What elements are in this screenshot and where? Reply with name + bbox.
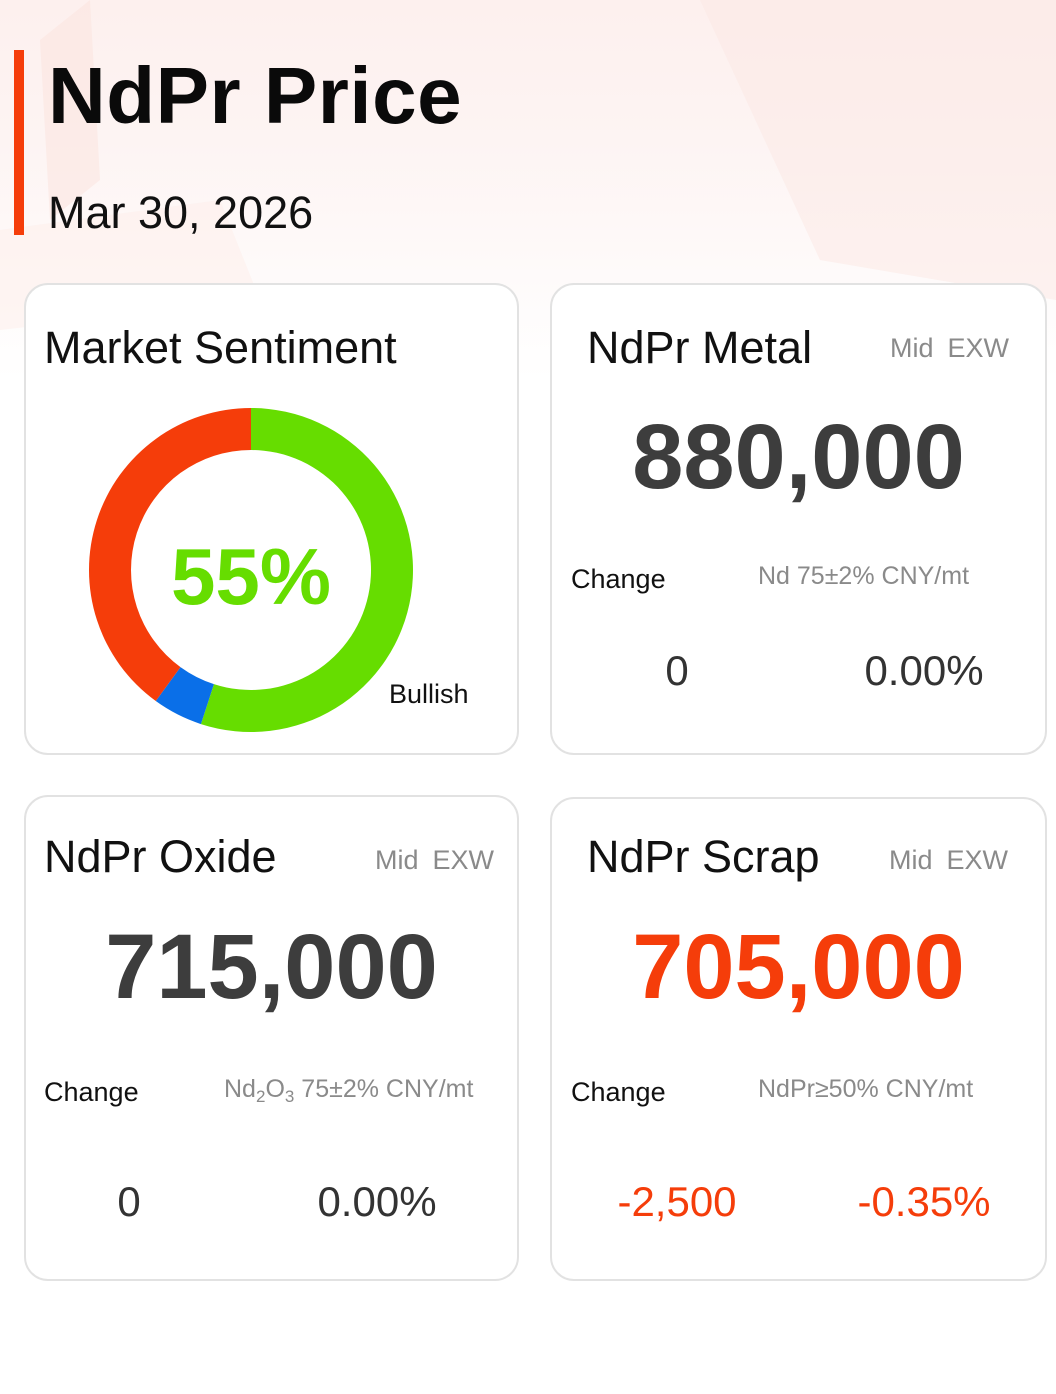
oxide-title: NdPr Oxide — [44, 831, 277, 882]
market-sentiment-card: Market Sentiment 55% Bullish — [24, 283, 519, 755]
metal-tags: Mid EXW — [890, 335, 1009, 362]
scrap-price: 705,000 — [632, 916, 965, 1018]
metal-change-label: Change — [571, 564, 666, 594]
title-accent-bar — [14, 50, 24, 235]
sentiment-label: Bullish — [389, 679, 469, 709]
donut-segment-bullish — [200, 408, 414, 732]
donut-segment-bearish — [88, 408, 252, 702]
oxide-tags: Mid EXW — [375, 847, 494, 874]
oxide-change-label: Change — [44, 1077, 139, 1107]
sentiment-percent: 55% — [170, 532, 332, 621]
metal-change-pct: 0.00% — [864, 647, 984, 694]
page-title: NdPr Price — [48, 51, 463, 140]
scrap-change-pct: -0.35% — [857, 1178, 991, 1225]
ndpr-scrap-card[interactable]: NdPr Scrap Mid EXW 705,000 Change NdPr≥50… — [550, 797, 1047, 1281]
metal-spec: Nd 75±2% CNY/mt — [758, 562, 970, 590]
metal-price: 880,000 — [632, 406, 965, 508]
metal-title: NdPr Metal — [587, 322, 813, 373]
exw-tag: EXW — [432, 845, 495, 875]
oxide-change-pct: 0.00% — [317, 1178, 437, 1225]
oxide-price: 715,000 — [105, 916, 438, 1018]
scrap-spec: NdPr≥50% CNY/mt — [758, 1075, 974, 1103]
exw-tag: EXW — [947, 333, 1010, 363]
metal-change-abs: 0 — [665, 647, 689, 694]
mid-tag: Mid — [889, 845, 933, 875]
page-date: Mar 30, 2026 — [48, 187, 314, 238]
scrap-title: NdPr Scrap — [587, 831, 820, 882]
mid-tag: Mid — [890, 333, 934, 363]
ndpr-metal-card[interactable]: NdPr Metal Mid EXW 880,000 Change Nd 75±2… — [550, 283, 1047, 755]
oxide-change-abs: 0 — [117, 1178, 141, 1225]
ndpr-oxide-card[interactable]: NdPr Oxide Mid EXW 715,000 Change Nd2O3 7… — [24, 795, 519, 1281]
scrap-change-label: Change — [571, 1077, 666, 1107]
exw-tag: EXW — [946, 845, 1009, 875]
mid-tag: Mid — [375, 845, 419, 875]
sentiment-donut-chart — [88, 408, 414, 732]
sentiment-title: Market Sentiment — [44, 322, 397, 373]
scrap-tags: Mid EXW — [889, 847, 1008, 874]
oxide-spec: Nd2O3 75±2% CNY/mt — [224, 1075, 474, 1106]
scrap-change-abs: -2,500 — [617, 1178, 737, 1225]
donut-segment-neutral — [155, 667, 214, 725]
